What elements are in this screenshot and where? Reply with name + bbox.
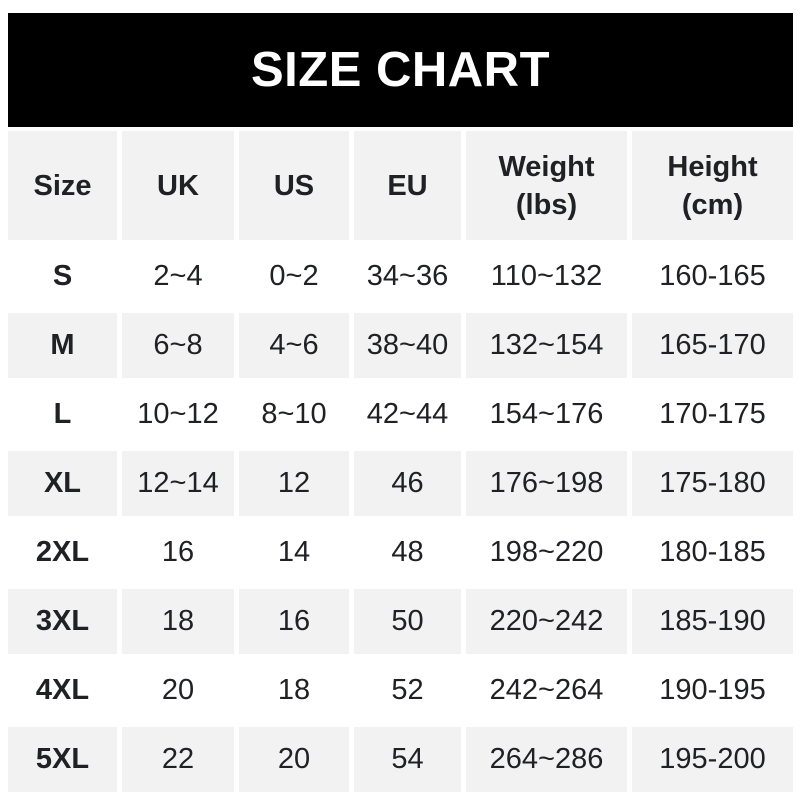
cell-size: 5XL <box>8 727 117 792</box>
cell-weight: 198~220 <box>466 520 627 585</box>
cell-uk: 12~14 <box>122 451 234 516</box>
cell-size: S <box>8 244 117 309</box>
cell-us: 8~10 <box>239 382 349 447</box>
cell-us: 18 <box>239 658 349 723</box>
cell-height: 160-165 <box>632 244 793 309</box>
title-bar: SIZE CHART <box>8 13 793 127</box>
cell-size: 2XL <box>8 520 117 585</box>
cell-height: 190-195 <box>632 658 793 723</box>
cell-uk: 10~12 <box>122 382 234 447</box>
cell-eu: 34~36 <box>354 244 461 309</box>
cell-eu: 48 <box>354 520 461 585</box>
cell-height: 165-170 <box>632 313 793 378</box>
cell-us: 16 <box>239 589 349 654</box>
header-label-line1: EU <box>387 169 428 202</box>
cell-uk: 6~8 <box>122 313 234 378</box>
cell-size: M <box>8 313 117 378</box>
cell-size: 4XL <box>8 658 117 723</box>
cell-weight: 264~286 <box>466 727 627 792</box>
cell-weight: 154~176 <box>466 382 627 447</box>
cell-height: 195-200 <box>632 727 793 792</box>
cell-us: 14 <box>239 520 349 585</box>
header-label-line1: Size <box>33 169 92 202</box>
cell-us: 12 <box>239 451 349 516</box>
column-header-us: US <box>239 131 349 240</box>
cell-weight: 242~264 <box>466 658 627 723</box>
cell-us: 0~2 <box>239 244 349 309</box>
cell-uk: 22 <box>122 727 234 792</box>
cell-size: L <box>8 382 117 447</box>
cell-us: 4~6 <box>239 313 349 378</box>
cell-weight: 132~154 <box>466 313 627 378</box>
cell-uk: 2~4 <box>122 244 234 309</box>
cell-eu: 52 <box>354 658 461 723</box>
header-label-line1: Weight <box>498 150 595 183</box>
column-header-eu: EU <box>354 131 461 240</box>
column-header-size: Size <box>8 131 117 240</box>
cell-uk: 20 <box>122 658 234 723</box>
header-label-line1: UK <box>157 169 199 202</box>
cell-weight: 110~132 <box>466 244 627 309</box>
cell-eu: 42~44 <box>354 382 461 447</box>
cell-eu: 54 <box>354 727 461 792</box>
page-title: SIZE CHART <box>251 43 550 97</box>
cell-uk: 16 <box>122 520 234 585</box>
cell-weight: 220~242 <box>466 589 627 654</box>
cell-height: 170-175 <box>632 382 793 447</box>
cell-size: XL <box>8 451 117 516</box>
header-label-line2: (lbs) <box>515 188 578 221</box>
cell-size: 3XL <box>8 589 117 654</box>
cell-uk: 18 <box>122 589 234 654</box>
header-label-line1: Height <box>667 150 758 183</box>
column-header-uk: UK <box>122 131 234 240</box>
header-label-line2: (cm) <box>681 188 744 221</box>
cell-height: 180-185 <box>632 520 793 585</box>
cell-eu: 50 <box>354 589 461 654</box>
cell-weight: 176~198 <box>466 451 627 516</box>
cell-height: 175-180 <box>632 451 793 516</box>
cell-eu: 46 <box>354 451 461 516</box>
column-header-height: Height (cm) <box>632 131 793 240</box>
column-header-weight: Weight (lbs) <box>466 131 627 240</box>
header-label-line1: US <box>273 169 315 202</box>
cell-eu: 38~40 <box>354 313 461 378</box>
cell-height: 185-190 <box>632 589 793 654</box>
cell-us: 20 <box>239 727 349 792</box>
size-table: Size UK US EU Weight (lbs) Height (cm) S 2… <box>8 131 793 792</box>
